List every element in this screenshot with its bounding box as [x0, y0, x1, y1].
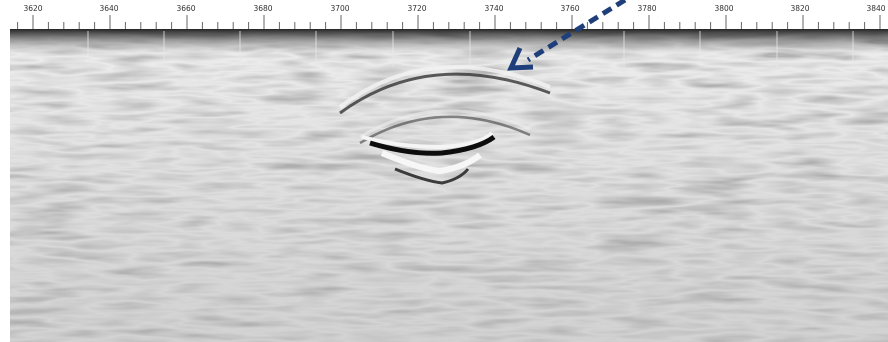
- tick-label: 3720: [407, 4, 427, 13]
- tick-label: 3620: [23, 4, 43, 13]
- tick-label: 3700: [330, 4, 350, 13]
- ruler-minor-ticks: [17, 15, 881, 29]
- buried-object-reflection: [361, 131, 496, 185]
- tick-label: 3800: [714, 4, 734, 13]
- tick-label: 3680: [253, 4, 273, 13]
- tick-label: 3780: [637, 4, 657, 13]
- tick-label: 3660: [176, 4, 196, 13]
- radargram-surface-band: [10, 29, 888, 342]
- distance-ruler: 3620 3640 3660 3680 3700 3720 3740 3760 …: [0, 0, 888, 30]
- tick-label: 3740: [484, 4, 504, 13]
- ruler-ticks: [10, 15, 888, 30]
- tick-label: 3840: [866, 4, 886, 13]
- tick-label: 3820: [790, 4, 810, 13]
- hyperbola-reflections: [338, 65, 551, 145]
- radargram-image: [10, 29, 888, 342]
- tick-label: 3760: [560, 4, 580, 13]
- tick-label: 3640: [99, 4, 119, 13]
